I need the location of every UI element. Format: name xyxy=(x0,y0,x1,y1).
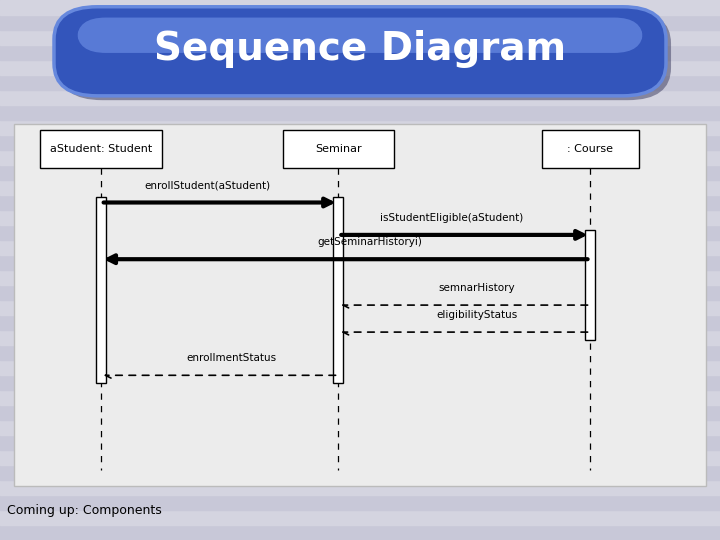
Bar xyxy=(0,240,720,255)
FancyBboxPatch shape xyxy=(40,130,162,168)
FancyBboxPatch shape xyxy=(541,130,639,168)
Text: Coming up: Components: Coming up: Components xyxy=(7,504,162,517)
Bar xyxy=(0,480,720,495)
Bar xyxy=(0,90,720,105)
FancyBboxPatch shape xyxy=(96,197,106,383)
FancyBboxPatch shape xyxy=(333,197,343,383)
Bar xyxy=(0,105,720,120)
Bar xyxy=(0,15,720,30)
Bar xyxy=(0,450,720,465)
Bar xyxy=(0,75,720,90)
Text: getSeminarHistoryi): getSeminarHistoryi) xyxy=(318,237,423,247)
Bar xyxy=(0,300,720,315)
Bar xyxy=(0,435,720,450)
Bar xyxy=(0,0,720,15)
Bar xyxy=(0,315,720,330)
FancyBboxPatch shape xyxy=(59,11,671,100)
FancyBboxPatch shape xyxy=(14,124,706,486)
Bar xyxy=(0,195,720,210)
FancyBboxPatch shape xyxy=(77,17,643,53)
Text: aStudent: Student: aStudent: Student xyxy=(50,144,152,154)
Bar xyxy=(0,225,720,240)
Bar xyxy=(0,180,720,195)
Bar xyxy=(0,150,720,165)
Text: : Course: : Course xyxy=(567,144,613,154)
Bar xyxy=(0,210,720,225)
Text: enrollStudent(aStudent): enrollStudent(aStudent) xyxy=(145,180,271,191)
FancyBboxPatch shape xyxy=(282,130,395,168)
Bar xyxy=(0,330,720,345)
Bar xyxy=(0,405,720,420)
Bar xyxy=(0,390,720,405)
Bar xyxy=(0,375,720,390)
Text: Sequence Diagram: Sequence Diagram xyxy=(154,30,566,68)
Bar xyxy=(0,345,720,360)
Bar xyxy=(0,510,720,525)
Text: eligibilityStatus: eligibilityStatus xyxy=(436,310,518,320)
Text: enrollmentStatus: enrollmentStatus xyxy=(186,353,276,363)
Bar xyxy=(0,285,720,300)
Bar xyxy=(0,420,720,435)
Bar xyxy=(0,255,720,270)
Bar xyxy=(0,360,720,375)
Bar xyxy=(0,270,720,285)
Bar xyxy=(0,465,720,480)
Bar xyxy=(0,45,720,60)
FancyBboxPatch shape xyxy=(54,6,666,96)
Bar xyxy=(0,60,720,75)
Bar xyxy=(0,135,720,150)
Text: Seminar: Seminar xyxy=(315,144,361,154)
Text: isStudentEligible(aStudent): isStudentEligible(aStudent) xyxy=(380,213,523,223)
Bar xyxy=(0,30,720,45)
Bar xyxy=(0,495,720,510)
Bar xyxy=(0,525,720,540)
Text: semnarHistory: semnarHistory xyxy=(438,283,516,293)
Bar xyxy=(0,120,720,135)
Bar xyxy=(0,165,720,180)
FancyBboxPatch shape xyxy=(585,230,595,340)
